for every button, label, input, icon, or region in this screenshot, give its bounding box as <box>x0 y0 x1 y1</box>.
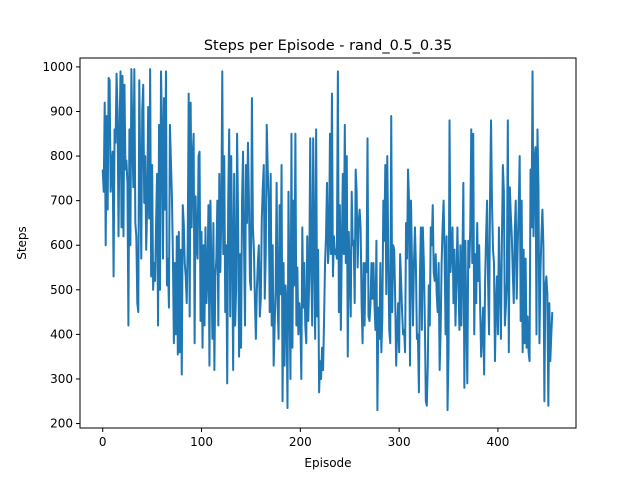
y-tick-label: 600 <box>50 238 73 252</box>
x-tick-label: 100 <box>190 435 213 449</box>
y-tick-label: 200 <box>50 417 73 431</box>
x-tick-label: 400 <box>486 435 509 449</box>
y-tick-label: 700 <box>50 194 73 208</box>
x-tick-label: 0 <box>99 435 107 449</box>
y-axis-label: Steps <box>15 226 29 260</box>
chart-title: Steps per Episode - rand_0.5_0.35 <box>204 38 452 54</box>
y-tick-label: 900 <box>50 104 73 118</box>
y-tick-label: 1000 <box>42 60 73 74</box>
series-line-steps <box>101 68 554 412</box>
x-tick-label: 300 <box>388 435 411 449</box>
y-tick-label: 300 <box>50 372 73 386</box>
y-axis-ticks: 200 300 400 500 600 700 800 900 1000 <box>42 60 80 431</box>
x-tick-label: 200 <box>289 435 312 449</box>
axes-frame <box>79 57 577 429</box>
x-axis-ticks: 0 100 200 300 400 <box>99 428 509 449</box>
x-axis-label: Episode <box>304 456 351 470</box>
y-tick-label: 400 <box>50 327 73 341</box>
y-tick-label: 800 <box>50 149 73 163</box>
plot-area <box>101 68 554 412</box>
y-tick-label: 500 <box>50 283 73 297</box>
